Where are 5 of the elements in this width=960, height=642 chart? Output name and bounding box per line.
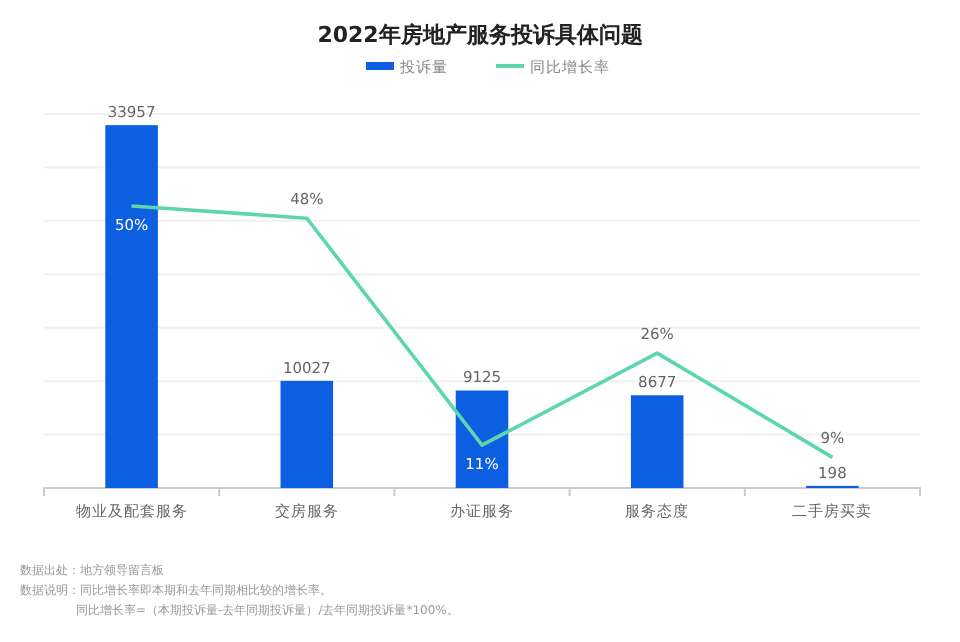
bar <box>455 390 509 488</box>
bar <box>280 380 334 488</box>
bar <box>630 395 684 488</box>
bar <box>105 125 158 488</box>
chart-title: 2022年房地产服务投诉具体问题 <box>317 22 643 48</box>
